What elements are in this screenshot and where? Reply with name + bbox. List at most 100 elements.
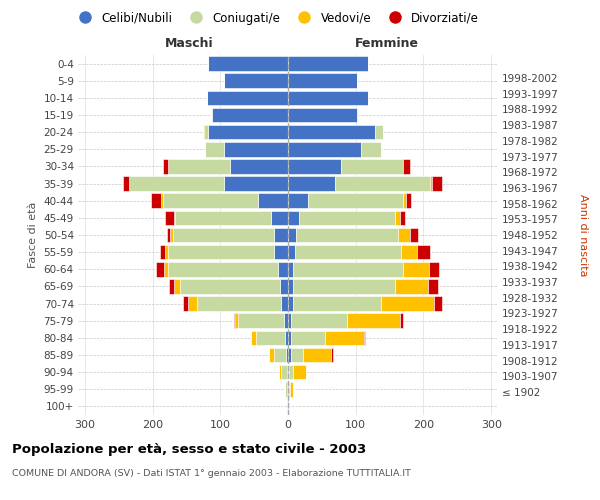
Bar (280, 279, 288, 293)
Bar (361, 142, 382, 156)
Bar (164, 262, 168, 276)
Y-axis label: Anni di nascita: Anni di nascita (578, 194, 589, 276)
Bar (274, 228, 288, 242)
Bar (288, 90, 368, 105)
Bar (291, 330, 325, 345)
Bar (174, 279, 179, 293)
Bar (163, 159, 168, 174)
Bar (293, 279, 395, 293)
Bar (238, 314, 284, 328)
Bar (288, 159, 341, 174)
Bar (341, 159, 403, 174)
Bar (428, 279, 438, 293)
Bar (173, 228, 274, 242)
Bar (203, 125, 204, 140)
Bar (124, 176, 129, 191)
Y-axis label: Fasce di età: Fasce di età (28, 202, 38, 268)
Bar (434, 296, 442, 311)
Bar (208, 56, 288, 71)
Bar (400, 210, 405, 225)
Bar (288, 382, 289, 396)
Bar (288, 279, 293, 293)
Bar (183, 296, 188, 311)
Bar (288, 56, 368, 71)
Bar (288, 194, 308, 208)
Bar (161, 194, 163, 208)
Bar (208, 125, 288, 140)
Bar (169, 279, 174, 293)
Bar (357, 108, 358, 122)
Bar (288, 228, 296, 242)
Bar (430, 176, 431, 191)
Bar (286, 348, 288, 362)
Bar (173, 210, 175, 225)
Bar (291, 348, 303, 362)
Bar (281, 365, 287, 380)
Bar (285, 382, 287, 396)
Bar (289, 365, 293, 380)
Bar (251, 330, 256, 345)
Bar (288, 330, 291, 345)
Bar (166, 245, 168, 260)
Bar (274, 348, 286, 362)
Bar (211, 108, 212, 122)
Bar (188, 296, 197, 311)
Bar (296, 228, 398, 242)
Bar (289, 382, 290, 396)
Bar (347, 314, 400, 328)
Bar (257, 194, 288, 208)
Bar (163, 194, 257, 208)
Bar (224, 142, 288, 156)
Bar (160, 245, 166, 260)
Bar (269, 348, 274, 362)
Bar (401, 245, 418, 260)
Bar (288, 399, 289, 413)
Bar (288, 142, 361, 156)
Bar (179, 279, 280, 293)
Bar (288, 314, 292, 328)
Bar (207, 90, 288, 105)
Text: Popolazione per età, sesso e stato civile - 2003: Popolazione per età, sesso e stato civil… (12, 442, 366, 456)
Text: Femmine: Femmine (355, 37, 419, 50)
Bar (167, 228, 170, 242)
Bar (395, 210, 400, 225)
Bar (293, 365, 305, 380)
Bar (175, 210, 271, 225)
Bar (288, 262, 293, 276)
Bar (288, 125, 375, 140)
Bar (288, 348, 291, 362)
Bar (403, 262, 429, 276)
Bar (284, 330, 288, 345)
Bar (279, 365, 281, 380)
Bar (429, 262, 439, 276)
Bar (284, 314, 288, 328)
Bar (166, 210, 173, 225)
Bar (129, 176, 224, 191)
Bar (287, 399, 288, 413)
Bar (364, 330, 365, 345)
Bar (168, 245, 274, 260)
Bar (235, 314, 238, 328)
Bar (293, 262, 403, 276)
Bar (287, 365, 288, 380)
Bar (303, 348, 331, 362)
Bar (288, 74, 357, 88)
Bar (406, 194, 411, 208)
Bar (288, 210, 299, 225)
Bar (293, 296, 382, 311)
Bar (288, 296, 293, 311)
Bar (271, 210, 288, 225)
Bar (234, 314, 235, 328)
Bar (375, 125, 383, 140)
Bar (287, 382, 288, 396)
Legend: Celibi/Nubili, Coniugati/e, Vedovi/e, Divorziati/e: Celibi/Nubili, Coniugati/e, Vedovi/e, Di… (68, 7, 484, 30)
Bar (284, 382, 285, 396)
Bar (274, 245, 288, 260)
Bar (168, 159, 230, 174)
Text: Maschi: Maschi (165, 37, 214, 50)
Bar (290, 382, 293, 396)
Bar (156, 262, 164, 276)
Bar (403, 159, 410, 174)
Bar (224, 176, 288, 191)
Bar (281, 296, 288, 311)
